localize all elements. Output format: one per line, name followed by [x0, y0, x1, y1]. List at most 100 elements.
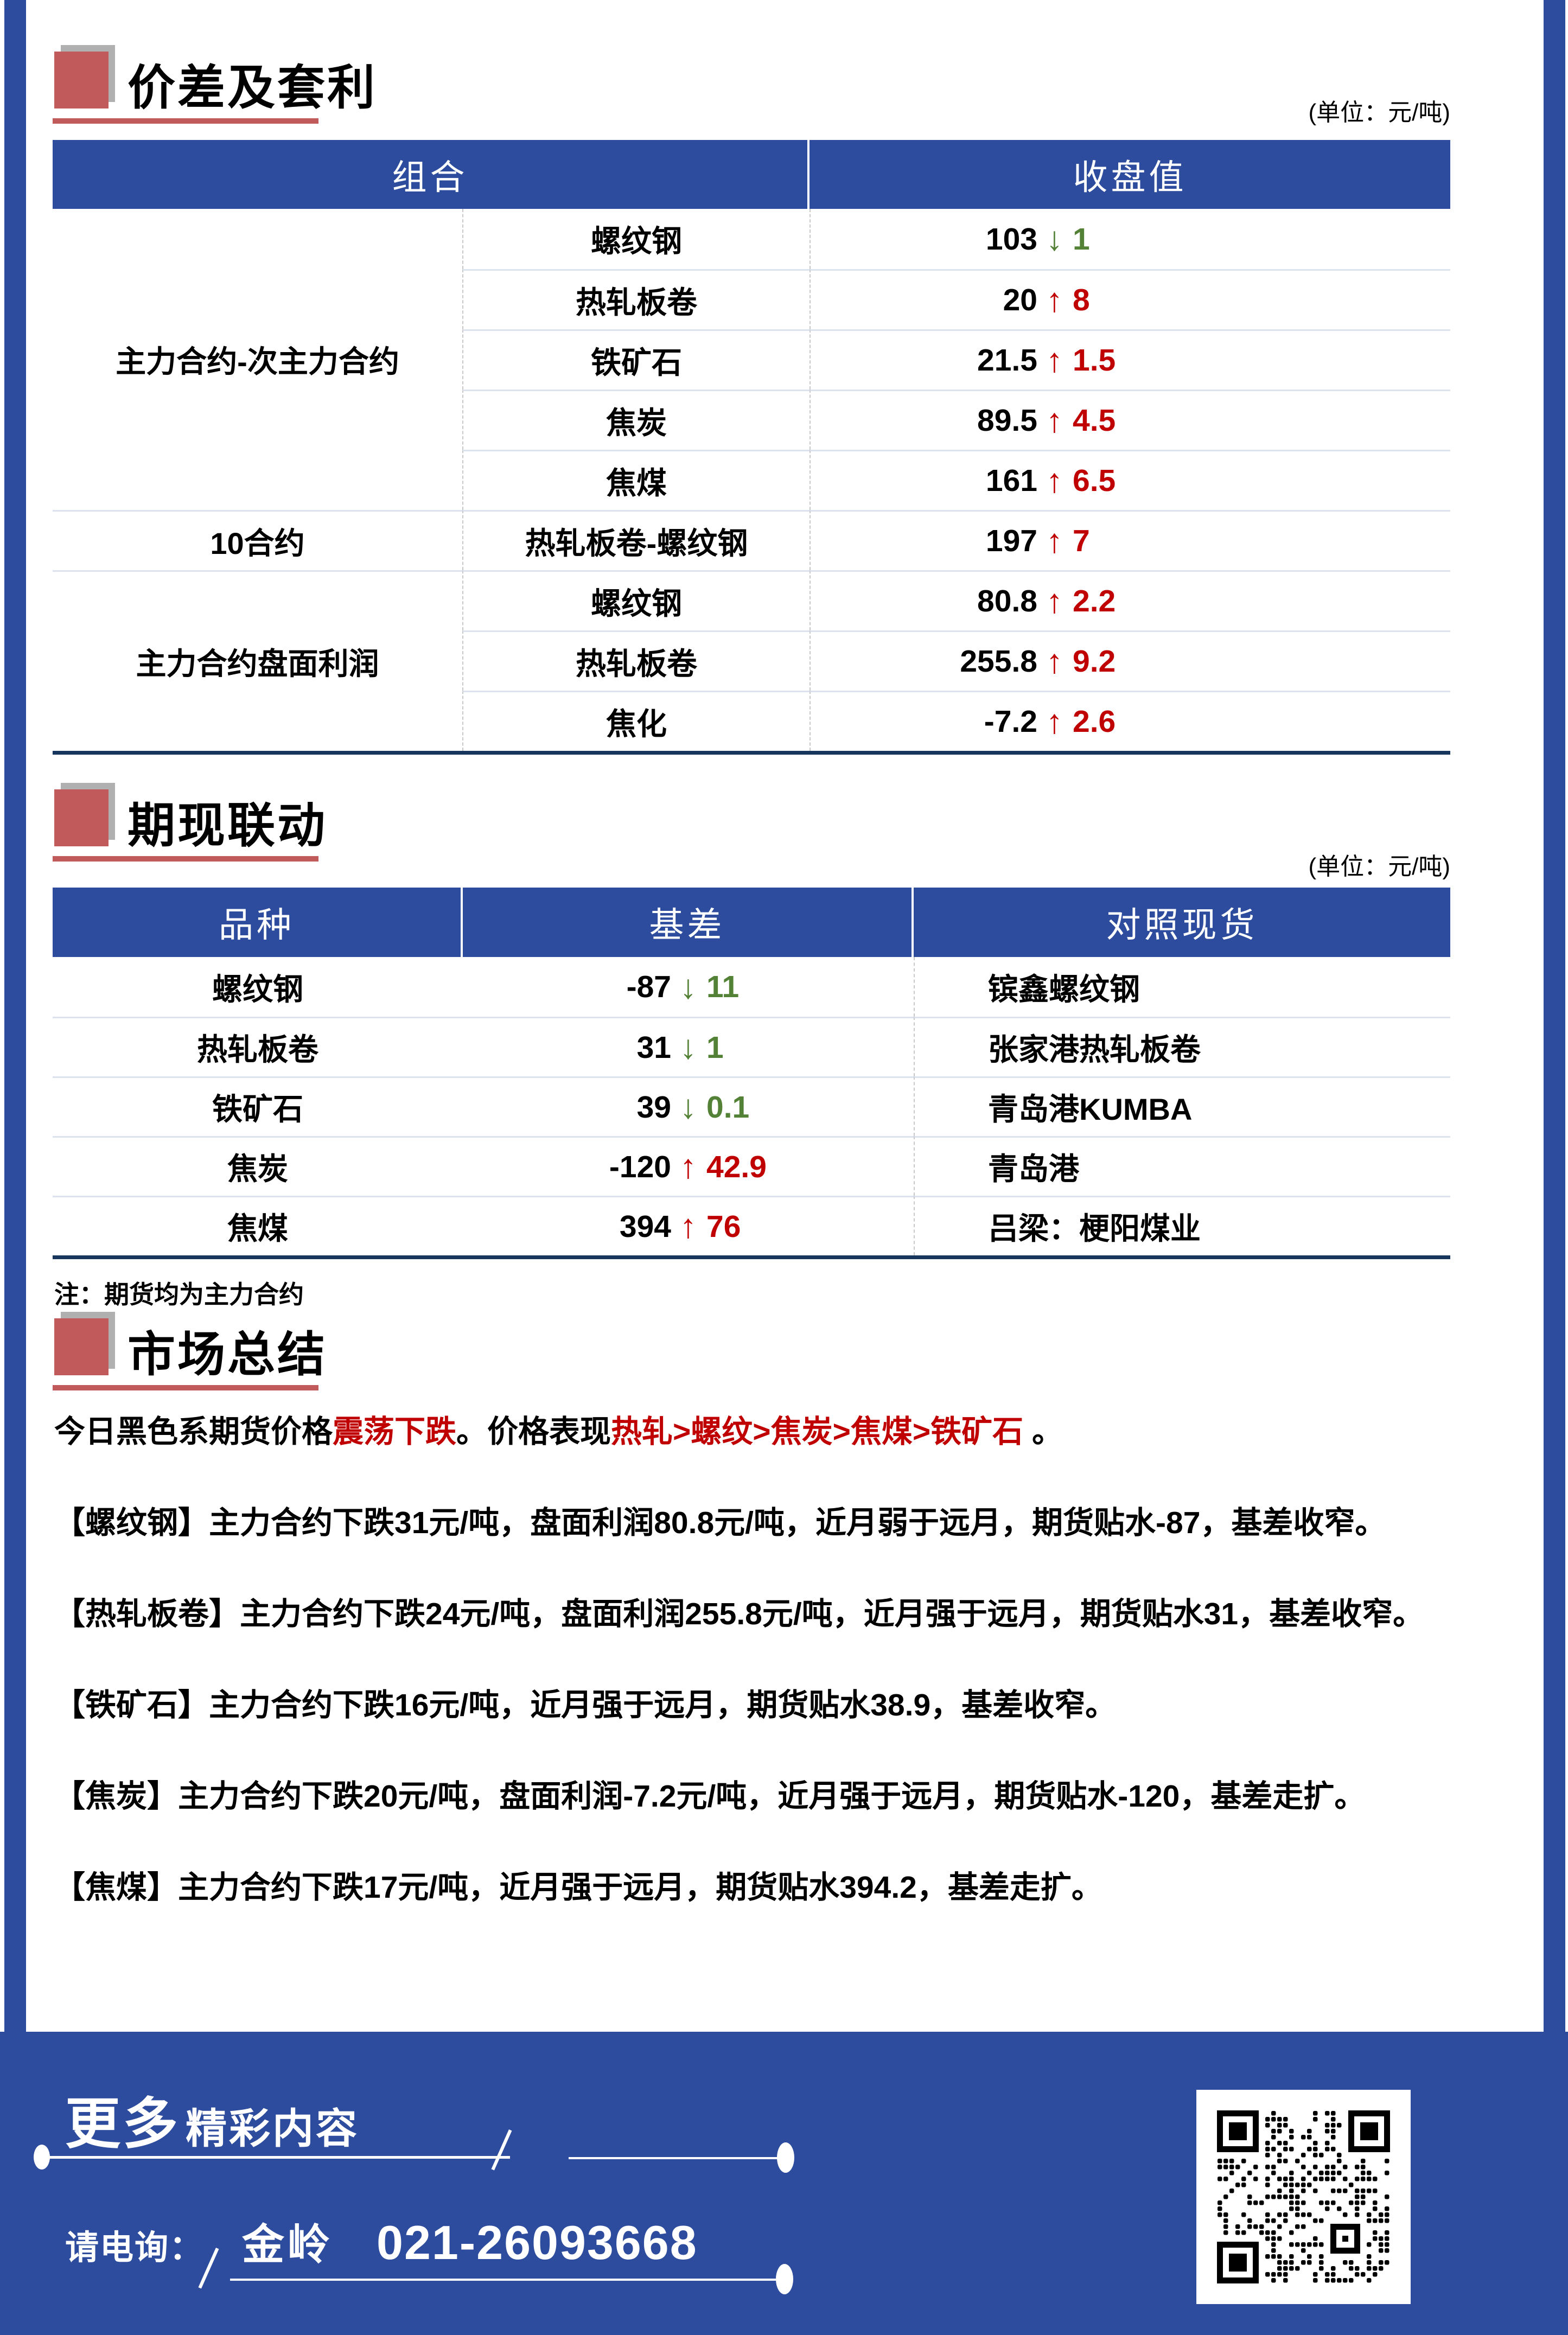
summary-overview-paragraph: 今日黑色系期货价格震荡下跌。价格表现热轧>螺纹>焦炭>焦煤>铁矿石 。: [54, 1408, 1487, 1455]
change-value: 6.5: [1073, 463, 1116, 498]
left-edge-bar: [4, 0, 26, 2034]
close-value: 20: [1003, 283, 1037, 317]
footer-more-rest-text: 精彩内容: [186, 2106, 359, 2152]
divider-dot: [777, 2142, 794, 2173]
table-row-basis: 31 1: [463, 1017, 914, 1076]
title-square-icon: [54, 52, 109, 109]
column-header-combination: 组合: [53, 140, 810, 209]
trend-arrow-icon: [1046, 642, 1063, 681]
close-value: 161: [985, 463, 1037, 498]
table-row-value: 255.8 9.2: [810, 630, 1450, 691]
title-underline: [53, 856, 318, 862]
group-label: 10合约: [53, 510, 462, 570]
trend-arrow-icon: [1046, 582, 1063, 621]
trend-arrow-icon: [680, 1028, 697, 1067]
title-square-icon: [54, 789, 109, 846]
trend-arrow-icon: [1046, 341, 1063, 380]
close-value: -7.2: [984, 704, 1037, 739]
unit-note: (单位：元/吨): [1308, 853, 1450, 880]
table-row-item: 铁矿石: [53, 1076, 463, 1136]
trend-arrow-icon: [1046, 703, 1063, 741]
column-header-variety: 品种: [53, 888, 463, 957]
title-square-icon: [54, 1318, 109, 1375]
trend-arrow-icon: [680, 968, 697, 1006]
table-row-spot: 吕梁：梗阳煤业: [914, 1196, 1450, 1255]
table-row-basis: 390.1: [463, 1076, 914, 1136]
table-row-item: 焦化: [462, 691, 810, 751]
change-value: 4.5: [1073, 403, 1116, 438]
table-row-spot: 青岛港: [914, 1136, 1450, 1196]
unit-note: (单位：元/吨): [1308, 99, 1450, 126]
basis-value: 394: [619, 1209, 671, 1244]
table-row-spot: 青岛港KUMBA: [914, 1076, 1450, 1136]
title-underline: [53, 1385, 318, 1390]
table-row-value: -7.2 2.6: [810, 691, 1450, 751]
table-row-spot: 张家港热轧板卷: [914, 1017, 1450, 1076]
close-value: 103: [985, 221, 1037, 257]
summary-rebar-paragraph: 【螺纹钢】主力合约下跌31元/吨，盘面利润80.8元/吨，近月弱于远月，期货贴水…: [54, 1505, 1386, 1540]
trend-arrow-icon: [1046, 401, 1063, 440]
table-row-item: 热轧板卷: [462, 269, 810, 329]
column-header-close-value: 收盘值: [810, 140, 1450, 209]
change-value: 2.2: [1073, 584, 1116, 618]
change-value: 7: [1073, 524, 1090, 558]
table-row-value: 20 8: [810, 269, 1450, 329]
close-value: 80.8: [977, 584, 1037, 618]
close-value: 255.8: [960, 644, 1037, 679]
table-row-item: 热轧板卷: [53, 1017, 463, 1076]
basis-value: 31: [636, 1030, 671, 1065]
summary-coking-coal-paragraph: 【焦煤】主力合约下跌17元/吨，近月强于远月，期货贴水394.2，基差走扩。: [54, 1870, 1102, 1905]
contact-phone: 021-26093668: [377, 2216, 698, 2269]
summary-hrc-paragraph: 【热轧板卷】主力合约下跌24元/吨，盘面利润255.8元/吨，近月强于远月，期货…: [54, 1597, 1424, 1631]
change-value: 1.5: [1073, 343, 1116, 378]
table-row-item: 焦煤: [53, 1196, 463, 1255]
change-value: 1: [1073, 221, 1090, 257]
summary-text: 今日黑色系期货价格: [54, 1414, 333, 1449]
contact-name: 金岭: [242, 2221, 334, 2268]
trend-arrow-icon: [1046, 220, 1063, 258]
change-value: 1: [706, 1030, 724, 1065]
table-row-item: 螺纹钢: [462, 570, 810, 630]
change-value: 0.1: [706, 1089, 750, 1125]
basis-table: 品种 基差 对照现货 螺纹钢 -87 11 镔鑫螺纹钢 热轧板卷 31 1 张家港热…: [53, 888, 1450, 1259]
section-spread-arbitrage-heading: 价差及套利 (单位：元/吨): [53, 45, 1450, 175]
table-row-value: 80.8 2.2: [810, 570, 1450, 630]
footer-divider: [230, 2279, 778, 2281]
footer-more-content: 更多 精彩内容: [65, 2079, 359, 2159]
footer-contact: 请电询： 金岭 021-26093668: [65, 2211, 698, 2272]
table-row-item: 热轧板卷: [462, 630, 810, 691]
divider-tick: [491, 2129, 512, 2171]
footer-more-big-text: 更多: [65, 2093, 180, 2155]
column-header-spot-reference: 对照现货: [914, 888, 1450, 957]
summary-coke-paragraph: 【焦炭】主力合约下跌20元/吨，盘面利润-7.2元/吨，近月强于远月，期货贴水-…: [54, 1779, 1366, 1814]
table-row-value: 161 6.5: [810, 450, 1450, 510]
section-market-summary-heading: 市场总结: [53, 1312, 1450, 1442]
table-row-value: 89.5 4.5: [810, 390, 1450, 450]
section-title: 价差及套利: [128, 61, 378, 114]
table-row-item: 热轧板卷-螺纹钢: [462, 510, 810, 570]
basis-value: -120: [609, 1149, 671, 1184]
close-value: 197: [985, 524, 1037, 558]
title-underline: [53, 118, 318, 124]
table-row-item: 焦炭: [462, 390, 810, 450]
change-value: 76: [706, 1209, 741, 1244]
table-row-item: 铁矿石: [462, 329, 810, 390]
table-row-value: 21.5 1.5: [810, 329, 1450, 390]
group-label: 主力合约-次主力合约: [116, 344, 399, 379]
summary-text: 。价格表现: [456, 1414, 611, 1449]
summary-ranking-highlight: 热轧>螺纹>焦炭>焦煤>铁矿石: [611, 1414, 1024, 1449]
right-edge-bar: [1544, 0, 1565, 2034]
trend-arrow-icon: [1046, 522, 1063, 560]
summary-text: 。: [1023, 1414, 1063, 1449]
change-value: 8: [1073, 283, 1090, 317]
section-title: 市场总结: [128, 1328, 328, 1381]
summary-iron-ore-paragraph: 【铁矿石】主力合约下跌16元/吨，近月强于远月，期货贴水38.9，基差收窄。: [54, 1688, 1117, 1722]
section-title: 期现联动: [128, 799, 328, 852]
divider-dot: [776, 2264, 793, 2294]
table-row-item: 焦炭: [53, 1136, 463, 1196]
table-row-value: 1977: [810, 510, 1450, 570]
table-row-item: 焦煤: [462, 450, 810, 510]
change-value: 42.9: [706, 1149, 767, 1184]
trend-arrow-icon: [680, 1088, 697, 1126]
